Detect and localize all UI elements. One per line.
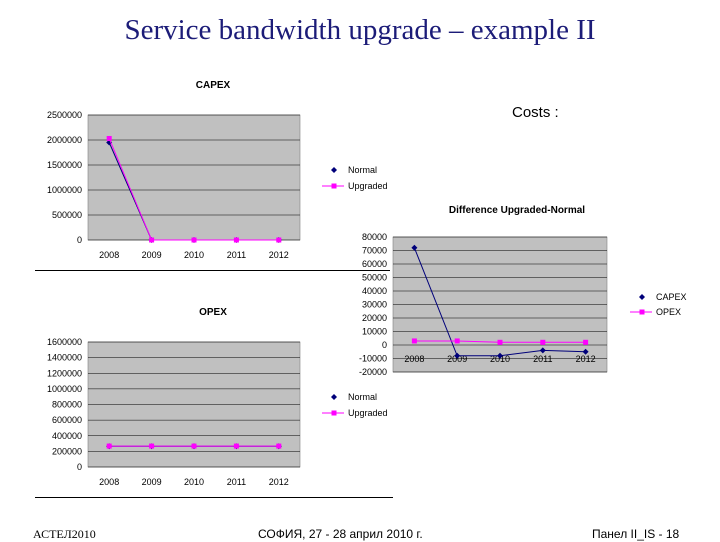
y-tick-label: 0 [77,462,82,472]
y-tick-label: 800000 [52,400,82,410]
x-tick-label: 2008 [99,477,119,487]
legend-label-capex: CAPEX [656,292,687,302]
x-tick-label: 2011 [533,354,552,364]
data-point-upgraded [149,237,155,243]
data-point-capex [497,352,503,359]
y-tick-label: 1200000 [47,368,82,378]
data-point-capex [582,348,589,355]
legend-marker-opex [639,309,645,315]
costs-label: Costs : [512,104,559,121]
data-point-capex [454,352,461,359]
x-tick-label: 2008 [99,250,119,260]
y-tick-label: 10000 [362,327,387,337]
legend-label-normal: Normal [348,392,377,402]
legend-label-opex: OPEX [656,307,681,317]
legend-marker-normal [331,167,337,173]
data-point-capex [411,244,418,251]
slide-title: Service bandwidth upgrade – example II [124,14,596,46]
x-tick-label: 2011 [227,477,246,487]
data-point-upgraded [106,443,112,449]
data-point-upgraded [106,136,112,141]
opex-frame-bottom [35,497,393,498]
legend-label-upgraded: Upgraded [348,408,388,418]
data-point-opex [497,339,503,345]
x-tick-label: 2009 [447,354,467,364]
x-tick-label: 2012 [576,354,596,364]
y-tick-label: 60000 [362,259,387,269]
data-point-upgraded [276,237,282,243]
data-point-opex [411,338,417,344]
y-tick-label: 400000 [52,431,82,441]
capex-frame-bottom [35,270,390,271]
y-tick-label: 2500000 [47,110,82,120]
chart-title: CAPEX [196,80,231,91]
data-point-opex [540,339,546,345]
y-tick-label: 50000 [362,273,387,283]
chart-title: Difference Upgraded-Normal [449,205,585,216]
y-tick-label: 1000000 [47,384,82,394]
x-tick-label: 2008 [404,354,424,364]
footer-page-number: Панел II_IS - 18 [592,527,680,541]
y-tick-label: -10000 [359,354,387,364]
x-tick-label: 2010 [184,250,204,260]
legend-marker-upgraded [331,183,337,189]
y-tick-label: 0 [77,235,82,245]
legend-marker-normal [331,394,337,400]
y-tick-label: 40000 [362,286,387,296]
y-tick-label: 1600000 [47,337,82,347]
data-point-opex [583,339,589,345]
y-tick-label: 1500000 [47,160,82,170]
x-tick-label: 2010 [184,477,204,487]
data-point-capex [539,347,546,354]
y-tick-label: -20000 [359,367,387,377]
y-tick-label: 600000 [52,415,82,425]
y-tick-label: 2000000 [47,135,82,145]
data-point-upgraded [149,443,155,449]
legend-marker-capex [639,294,645,300]
y-tick-label: 30000 [362,300,387,310]
y-tick-label: 500000 [52,210,82,220]
y-tick-label: 80000 [362,232,387,242]
data-point-upgraded [233,443,239,449]
y-tick-label: 1000000 [47,185,82,195]
x-tick-label: 2010 [490,354,510,364]
plot-area [87,114,301,241]
x-tick-label: 2012 [269,250,289,260]
y-tick-label: 1400000 [47,353,82,363]
x-tick-label: 2009 [142,250,162,260]
data-point-upgraded [276,443,282,449]
data-point-upgraded [191,237,197,243]
legend-label-normal: Normal [348,165,377,175]
x-tick-label: 2009 [142,477,162,487]
legend-marker-upgraded [331,410,337,416]
legend-label-upgraded: Upgraded [348,181,388,191]
y-tick-label: 0 [382,340,387,350]
footer-location-date: СОФИЯ, 27 - 28 април 2010 г. [258,527,423,541]
footer-conference: АСТЕЛ2010 [33,527,96,541]
y-tick-label: 70000 [362,246,387,256]
y-tick-label: 20000 [362,313,387,323]
x-tick-label: 2011 [227,250,246,260]
y-tick-label: 200000 [52,446,82,456]
data-point-upgraded [233,237,239,243]
x-tick-label: 2012 [269,477,289,487]
chart-title: OPEX [199,307,227,318]
data-point-upgraded [191,443,197,449]
data-point-opex [454,338,460,344]
